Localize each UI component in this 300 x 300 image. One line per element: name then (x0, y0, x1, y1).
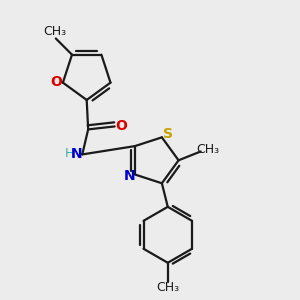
Text: CH₃: CH₃ (196, 142, 220, 156)
Text: N: N (124, 169, 135, 183)
Text: O: O (50, 75, 62, 89)
Text: CH₃: CH₃ (43, 26, 67, 38)
Text: O: O (115, 119, 127, 133)
Text: N: N (71, 146, 83, 161)
Text: S: S (163, 128, 173, 141)
Text: CH₃: CH₃ (156, 281, 179, 294)
Text: H: H (64, 147, 74, 160)
